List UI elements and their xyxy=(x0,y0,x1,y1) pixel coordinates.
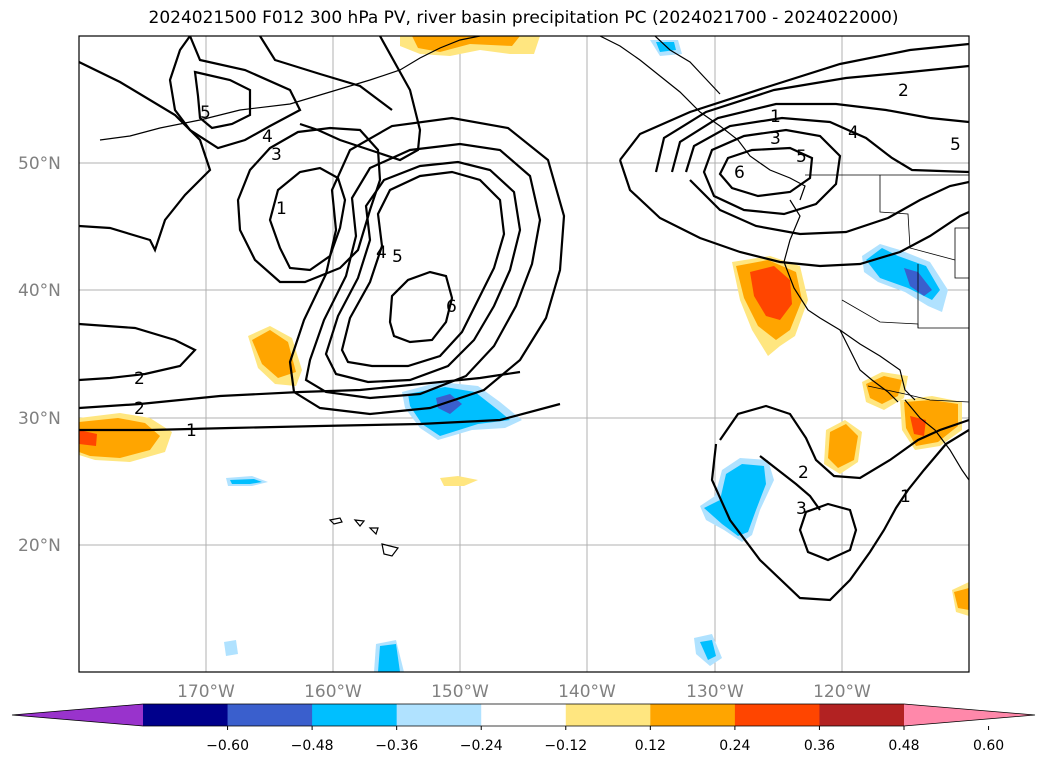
colorbar-segment xyxy=(734,704,820,726)
map-title: 2024021500 F012 300 hPa PV, river basin … xyxy=(148,8,899,28)
lat-label: 40°N xyxy=(18,281,61,301)
political-borders xyxy=(805,174,969,403)
contour-label: 6 xyxy=(446,297,457,317)
colorbar-tick-label: −0.60 xyxy=(206,738,249,754)
lon-label: 170°W xyxy=(177,682,235,702)
precipitation-pc-shading xyxy=(79,36,969,672)
pv-contours xyxy=(79,36,969,602)
colorbar-tick-label: −0.12 xyxy=(544,738,587,754)
contour-label: 2 xyxy=(798,463,809,483)
colorbar-segment xyxy=(481,704,567,726)
contour-label: 4 xyxy=(262,127,273,147)
colorbar-tick-label: 0.24 xyxy=(719,738,750,754)
lat-label: 50°N xyxy=(18,154,61,174)
coastlines xyxy=(99,36,969,557)
contour-label: 4 xyxy=(848,123,859,143)
latitude-labels: 20°N 30°N 40°N 50°N xyxy=(18,154,61,556)
contour-label: 3 xyxy=(271,145,282,165)
lon-label: 120°W xyxy=(813,682,871,702)
colorbar-segment xyxy=(565,704,651,726)
contour-label: 2 xyxy=(134,399,145,419)
contour-label: 6 xyxy=(734,163,745,183)
contour-label: 1 xyxy=(186,421,197,441)
pv-contour-labels: 1 2 2 3 4 5 1 4 5 6 1 2 3 4 5 5 6 2 3 1 xyxy=(134,81,961,519)
map-frame xyxy=(78,35,970,673)
colorbar-tick-label: −0.48 xyxy=(291,738,334,754)
lon-label: 160°W xyxy=(304,682,362,702)
colorbar-segment xyxy=(143,704,229,726)
contour-label: 1 xyxy=(770,107,781,127)
colorbar-tick-label: 0.36 xyxy=(804,738,835,754)
contour-label: 3 xyxy=(770,129,781,149)
colorbar xyxy=(11,703,1036,730)
colorbar-tick-label: 0.48 xyxy=(888,738,919,754)
colorbar-extend-min xyxy=(12,704,143,726)
lon-label: 150°W xyxy=(431,682,489,702)
contour-label: 5 xyxy=(200,103,211,123)
lon-label: 140°W xyxy=(558,682,616,702)
map-gridlines xyxy=(79,36,969,672)
contour-label: 1 xyxy=(900,487,911,507)
colorbar-segment xyxy=(227,704,313,726)
contour-label: 1 xyxy=(276,199,287,219)
lat-label: 20°N xyxy=(18,536,61,556)
longitude-labels: 170°W 160°W 150°W 140°W 130°W 120°W xyxy=(177,682,871,702)
colorbar-outline xyxy=(11,703,1036,727)
colorbar-segment xyxy=(312,704,398,726)
contour-label: 5 xyxy=(950,135,961,155)
lon-label: 130°W xyxy=(686,682,744,702)
colorbar-tick-label: 0.12 xyxy=(635,738,666,754)
colorbar-tick-label: −0.36 xyxy=(375,738,418,754)
colorbar-segment xyxy=(396,704,482,726)
contour-label: 2 xyxy=(898,81,909,101)
colorbar-segment xyxy=(650,704,736,726)
lat-label: 30°N xyxy=(18,409,61,429)
colorbar-tick-labels: −0.60 −0.48 −0.36 −0.24 −0.12 0.12 0.24 0.36 0.4… xyxy=(206,738,1004,754)
contour-label: 4 xyxy=(376,243,387,263)
colorbar-tick-label: 0.60 xyxy=(973,738,1004,754)
contour-label: 5 xyxy=(796,147,807,167)
contour-label: 3 xyxy=(796,499,807,519)
colorbar-segment xyxy=(819,704,905,726)
contour-label: 2 xyxy=(134,369,145,389)
colorbar-extend-max xyxy=(904,704,1035,726)
contour-label: 5 xyxy=(392,247,403,267)
colorbar-tick-label: −0.24 xyxy=(460,738,503,754)
